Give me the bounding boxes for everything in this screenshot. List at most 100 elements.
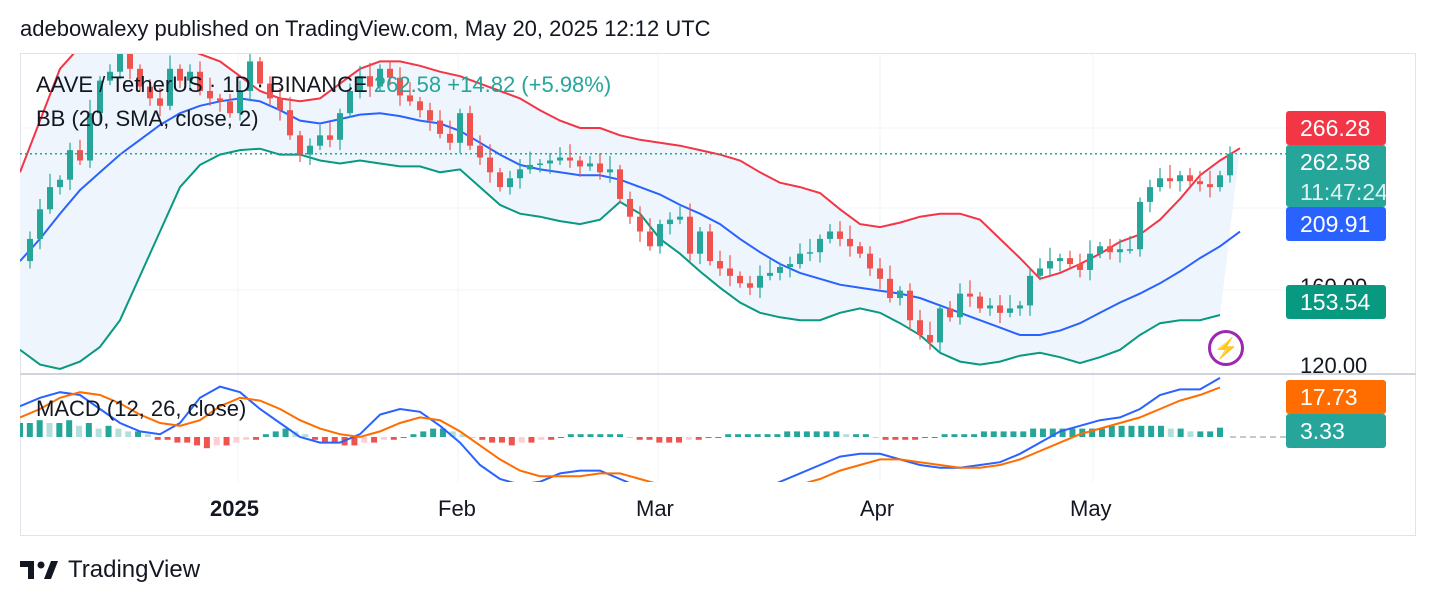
basis-tag: 209.91 — [1286, 207, 1386, 241]
histogram-bar — [312, 437, 319, 440]
candle-up — [1157, 178, 1163, 188]
histogram-bar — [1177, 428, 1184, 437]
histogram-bar — [125, 431, 132, 437]
histogram-bar — [803, 431, 810, 437]
histogram-bar — [833, 431, 840, 437]
candle-up — [957, 293, 963, 318]
histogram-bar — [135, 431, 142, 437]
candle-up — [517, 169, 523, 179]
candle-down — [567, 157, 573, 161]
candle-down — [717, 261, 723, 269]
histogram-bar — [774, 434, 781, 437]
histogram-bar — [272, 431, 279, 437]
histogram-bar — [302, 434, 309, 437]
candle-up — [667, 219, 673, 225]
histogram-bar — [941, 434, 948, 437]
candle-down — [367, 76, 373, 87]
histogram-bar — [1217, 427, 1223, 437]
candle-up — [937, 308, 943, 343]
bar-countdown: 11:47:24 — [1300, 179, 1388, 205]
histogram-bar — [390, 437, 397, 440]
time-label-apr: Apr — [860, 496, 895, 521]
candle-down — [417, 101, 423, 111]
histogram-bar — [1138, 425, 1145, 437]
candle-down — [287, 110, 293, 136]
histogram-bar — [1207, 431, 1214, 437]
candle-up — [167, 68, 173, 106]
histogram-bar — [744, 434, 751, 437]
histogram-bar — [912, 437, 919, 440]
histogram-bar — [489, 437, 496, 443]
candle-down — [687, 216, 693, 254]
candle-up — [1147, 187, 1153, 202]
histogram-bar — [902, 437, 909, 440]
histogram-bar — [931, 437, 938, 438]
histogram-bar — [695, 437, 702, 440]
candle-down — [597, 163, 603, 173]
histogram-bar — [676, 437, 683, 443]
histogram-bar — [233, 437, 240, 443]
histogram-bar — [95, 428, 102, 437]
histogram-bar — [1000, 431, 1007, 437]
histogram-bar — [1049, 428, 1056, 437]
candle-down — [137, 68, 143, 87]
footer-brand[interactable]: TradingView — [20, 556, 200, 584]
histogram-bar — [331, 437, 338, 443]
candle-up — [1087, 253, 1093, 270]
candle-up — [337, 113, 343, 140]
histogram-bar — [725, 434, 732, 437]
candle-down — [1197, 181, 1203, 185]
histogram-bar — [892, 437, 899, 440]
histogram-bar — [351, 437, 358, 446]
macd-line — [20, 377, 1221, 482]
lightning-icon[interactable]: ⚡ — [1208, 330, 1244, 366]
histogram-bar — [617, 434, 623, 437]
candle-up — [1017, 305, 1023, 309]
candle-down — [1077, 264, 1083, 270]
histogram-bar — [1089, 428, 1096, 437]
candle-up — [187, 71, 193, 81]
candle-up — [1037, 268, 1043, 276]
candle-down — [157, 98, 163, 106]
price-tick-partial: 160.00 — [1300, 276, 1367, 286]
histogram-bar — [371, 437, 378, 443]
candle-up — [1177, 175, 1183, 182]
candle-down — [967, 293, 973, 297]
candle-up — [67, 150, 73, 180]
macd-histogram — [20, 420, 1223, 449]
histogram-bar — [20, 423, 23, 437]
candle-up — [317, 135, 323, 146]
histogram-bar — [813, 431, 820, 437]
candle-down — [447, 133, 453, 143]
histogram-bar — [764, 434, 771, 437]
histogram-bar — [36, 420, 43, 437]
time-label-mar: Mar — [636, 496, 674, 521]
histogram-bar — [66, 420, 73, 437]
candle-down — [467, 113, 473, 146]
histogram-bar — [646, 437, 653, 440]
histogram-bar — [1118, 425, 1125, 437]
histogram-bar — [961, 434, 968, 437]
histogram-bar — [705, 437, 712, 438]
histogram-bar — [823, 431, 830, 437]
lower-band-tag: 153.54 — [1286, 285, 1386, 319]
candle-up — [1047, 261, 1053, 269]
candle-down — [997, 305, 1003, 313]
candle-up — [307, 145, 313, 155]
candle-down — [977, 296, 983, 309]
histogram-bar — [656, 437, 663, 443]
candle-down — [427, 110, 433, 121]
candle-up — [527, 164, 533, 170]
candle-down — [637, 216, 643, 232]
candle-up — [787, 264, 793, 267]
histogram-bar — [548, 437, 555, 440]
candle-up — [347, 90, 353, 114]
histogram-bar — [46, 423, 53, 437]
candle-up — [377, 68, 383, 87]
candle-down — [647, 231, 653, 247]
candle-up — [1117, 249, 1123, 253]
histogram-bar — [282, 428, 289, 437]
candle-down — [907, 290, 913, 321]
histogram-bar — [439, 428, 446, 437]
